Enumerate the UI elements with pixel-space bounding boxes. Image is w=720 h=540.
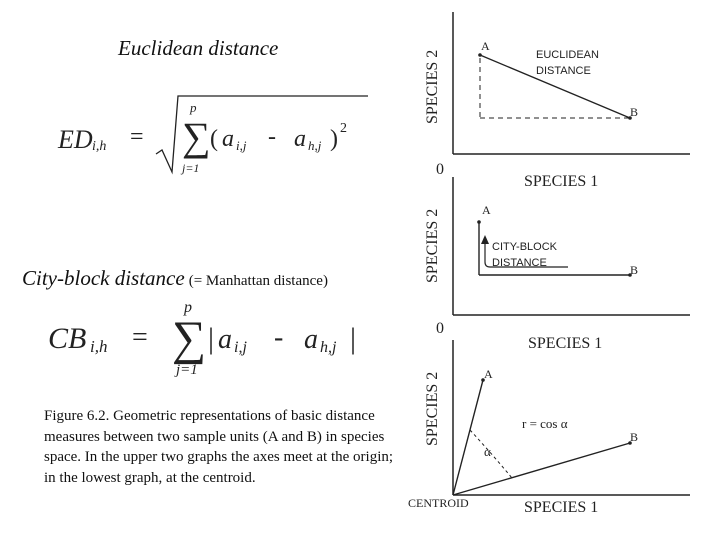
origin-label: CENTROID xyxy=(408,496,469,510)
summation-upper: p xyxy=(183,299,192,316)
angle-label: α xyxy=(484,444,491,459)
point-a-marker xyxy=(478,53,482,57)
summation-sign: ∑ xyxy=(182,114,211,159)
x-axis-label: SPECIES 1 xyxy=(528,335,602,352)
euclidean-distance-label: EUCLIDEAN xyxy=(536,49,599,61)
city-block-title: City-block distance xyxy=(22,266,185,290)
summation-lower: j=1 xyxy=(180,161,199,175)
origin-label: 0 xyxy=(436,320,444,337)
square-root-sign xyxy=(155,95,368,175)
abs-bar-close: | xyxy=(350,322,356,355)
minus-sign: - xyxy=(268,124,276,150)
point-a-label: A xyxy=(484,367,493,381)
city-block-subtitle: (= Manhattan distance) xyxy=(188,273,328,289)
term-a: a xyxy=(218,324,232,355)
summation-sign: ∑ xyxy=(172,312,206,365)
city-block-formula: CB i,h = p ∑ j=1 | a i,j - a h,j | xyxy=(48,299,356,378)
figure-caption: Figure 6.2. Geometric representations of… xyxy=(44,408,394,486)
point-b-label: B xyxy=(630,263,638,277)
x-axis-label: SPECIES 1 xyxy=(524,173,598,190)
formula-equals: = xyxy=(130,124,144,150)
city-block-graph: SPECIES 2 0 SPECIES 1 A B CITY-BLOCK DIS… xyxy=(424,177,690,352)
city-block-distance-label: DISTANCE xyxy=(492,257,547,269)
paren-open: ( xyxy=(210,126,218,152)
exponent: 2 xyxy=(340,121,347,136)
arrow-head-icon xyxy=(481,235,489,244)
formula-lhs-subscript: i,h xyxy=(92,139,106,154)
euclidean-formula: ED i,h = p ∑ j=1 ( a i,j - a h,j ) 2 xyxy=(57,95,368,175)
term-b-subscript: h,j xyxy=(308,138,322,153)
point-b-label: B xyxy=(630,430,638,444)
relation-label: r = cos α xyxy=(522,416,568,431)
summation-lower: j=1 xyxy=(174,362,198,378)
point-a-label: A xyxy=(482,203,491,217)
term-b-subscript: h,j xyxy=(320,339,337,356)
arrow-path xyxy=(484,242,568,268)
paren-close: ) xyxy=(330,126,338,152)
formula-lhs: ED xyxy=(57,125,93,154)
point-a-marker xyxy=(481,378,485,382)
point-b-marker xyxy=(628,116,632,120)
x-axis-label: SPECIES 1 xyxy=(524,499,598,516)
y-axis-label: SPECIES 2 xyxy=(424,372,441,446)
minus-sign: - xyxy=(274,322,283,353)
angle-arc xyxy=(469,429,513,479)
city-block-heading: City-block distance (= Manhattan distanc… xyxy=(22,266,328,291)
city-block-distance-label: CITY-BLOCK xyxy=(492,241,558,253)
point-a-label: A xyxy=(481,39,490,53)
origin-label: 0 xyxy=(436,161,444,178)
euclidean-distance-line xyxy=(479,54,631,119)
correlation-graph: SPECIES 2 CENTROID SPECIES 1 A B α r = c… xyxy=(408,340,690,516)
term-b: a xyxy=(304,324,318,355)
euclidean-graph: SPECIES 2 0 SPECIES 1 A B EUCLIDEAN DIST… xyxy=(424,12,690,190)
formula-equals: = xyxy=(132,322,148,353)
y-axis-label: SPECIES 2 xyxy=(424,50,441,124)
summation-upper: p xyxy=(189,100,197,115)
formula-lhs: CB xyxy=(48,322,86,355)
point-b-label: B xyxy=(630,105,638,119)
point-b-marker xyxy=(628,273,632,277)
term-a: a xyxy=(222,126,234,152)
point-b-marker xyxy=(628,441,632,445)
term-a-subscript: i,j xyxy=(236,138,247,153)
y-axis-label: SPECIES 2 xyxy=(424,209,441,283)
point-a-marker xyxy=(477,220,481,224)
term-b: a xyxy=(294,126,306,152)
euclidean-title: Euclidean distance xyxy=(118,36,279,60)
euclidean-distance-label: DISTANCE xyxy=(536,65,591,77)
term-a-subscript: i,j xyxy=(234,339,247,356)
abs-bar-open: | xyxy=(208,322,214,355)
species-space-graphs: SPECIES 2 0 SPECIES 1 A B EUCLIDEAN DIST… xyxy=(408,12,690,516)
vector-b xyxy=(452,442,631,496)
formula-lhs-subscript: i,h xyxy=(90,337,107,356)
vector-a xyxy=(452,379,484,496)
